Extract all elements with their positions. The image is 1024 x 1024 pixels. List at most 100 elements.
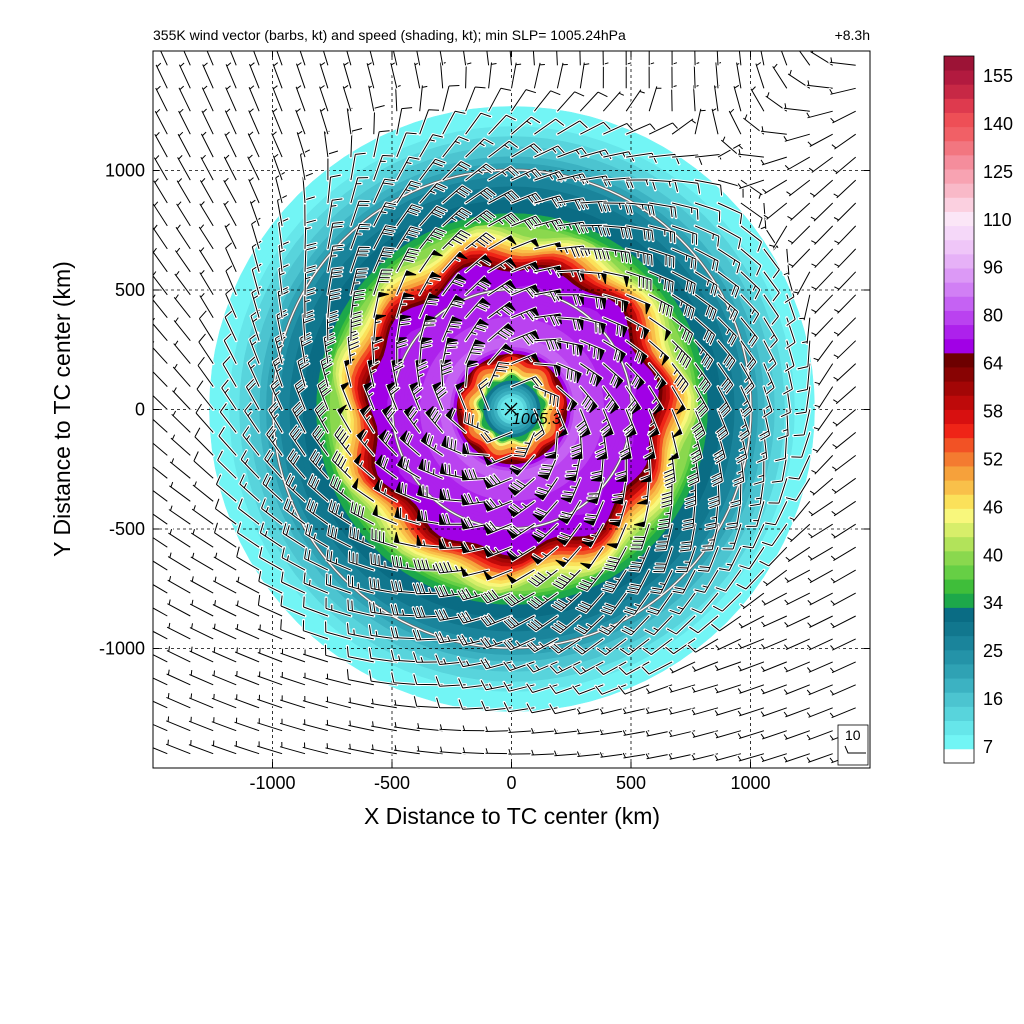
wind-barb [261,498,283,525]
wind-barb [257,624,283,640]
wind-barb [671,294,695,319]
wind-barb [641,661,673,675]
wind-barb [598,615,627,635]
wind-barb [155,85,168,112]
wind-barb [465,112,491,135]
wind-barb [439,51,444,66]
wind-barb [668,707,696,715]
wind-barb [153,224,168,250]
wind-barb [188,740,214,755]
wind-barb [434,609,466,621]
wind-barb-flag [506,574,518,584]
wind-barb [480,589,512,604]
wind-barb [787,225,811,245]
wind-barb [189,693,214,709]
wind-barb [708,478,720,509]
wind-barb [463,51,467,66]
wind-barb [625,51,627,66]
colorbar-tick-label: 7 [983,737,993,757]
wind-barb [759,546,788,567]
wind-barb-flag [372,504,378,517]
wind-barb-flag [581,541,594,548]
wind-barb [371,528,397,548]
wind-barb [783,730,810,740]
wind-barb [350,289,365,318]
wind-barb [212,576,237,594]
wind-barb [783,753,810,763]
wind-barb [642,638,673,656]
wind-barb-flag [612,498,624,505]
wind-barb-flag [620,452,632,461]
wind-barb [509,500,535,518]
wind-barb [242,426,260,456]
wind-barb [369,578,397,594]
wind-barb-flag [375,314,387,321]
wind-barb [264,449,283,479]
wind-barb [806,753,833,763]
wind-barb [811,455,834,475]
wind-barb [763,340,777,372]
colorbar-swatch [944,437,974,453]
wind-barb [328,500,352,525]
wind-barb [579,62,590,89]
wind-barb [798,51,811,66]
wind-barb [557,245,588,258]
wind-barb [738,51,742,66]
wind-barb [166,622,191,640]
wind-barb [534,386,559,408]
wind-barb [280,619,306,640]
wind-barb [257,718,283,732]
wind-barb [783,707,810,718]
wind-barb [237,522,260,548]
wind-barb [166,669,191,686]
wind-barb [327,221,344,249]
wind-barb [580,363,603,385]
wind-barb [508,748,535,755]
wind-barb [691,707,719,716]
wind-barb-flag [664,328,672,341]
wind-barb [691,409,706,441]
wind-barb [552,569,581,590]
wind-barb [257,648,283,663]
wind-barb-flag [658,378,667,391]
wind-barb [324,644,352,663]
wind-barb [740,294,760,324]
wind-barb-flag [560,497,573,503]
wind-barb [789,500,811,522]
wind-barb [198,310,214,341]
wind-barb [319,107,329,135]
wind-barb [513,432,535,457]
wind-barb [343,61,352,89]
wind-barb [714,684,742,694]
wind-barb [416,745,443,755]
wind-barb [253,51,260,66]
wind-barb [806,707,833,718]
wind-barb-flag [416,534,423,546]
wind-barb-flag [393,531,400,544]
wind-barb-flag [394,507,401,519]
colorbar-frame [943,55,975,764]
wind-barb-flag [622,300,629,312]
wind-barb [153,607,168,617]
wind-barb [304,288,315,318]
wind-barb-flag [580,428,591,438]
wind-barb-flag [530,556,543,565]
wind-barb [271,131,283,158]
wind-barb [266,425,283,456]
wind-barb-flag [416,510,423,522]
wind-barb [562,478,581,503]
wind-barb [625,89,645,112]
wind-barb [784,615,811,628]
wind-barb [676,547,696,573]
wind-barb [223,177,237,204]
wind-barb [368,648,397,663]
wind-barb [174,271,191,296]
wind-barb-flag [424,315,437,321]
wind-barb [808,523,833,539]
colorbar: 7 16 25 34 40 46 52 58 64 80 96 110 125 140 155 [943,55,1013,764]
wind-barb [217,450,237,479]
wind-barb [201,108,214,135]
wind-barb [672,569,696,594]
wind-barb [435,585,466,598]
wind-barb [760,730,787,740]
